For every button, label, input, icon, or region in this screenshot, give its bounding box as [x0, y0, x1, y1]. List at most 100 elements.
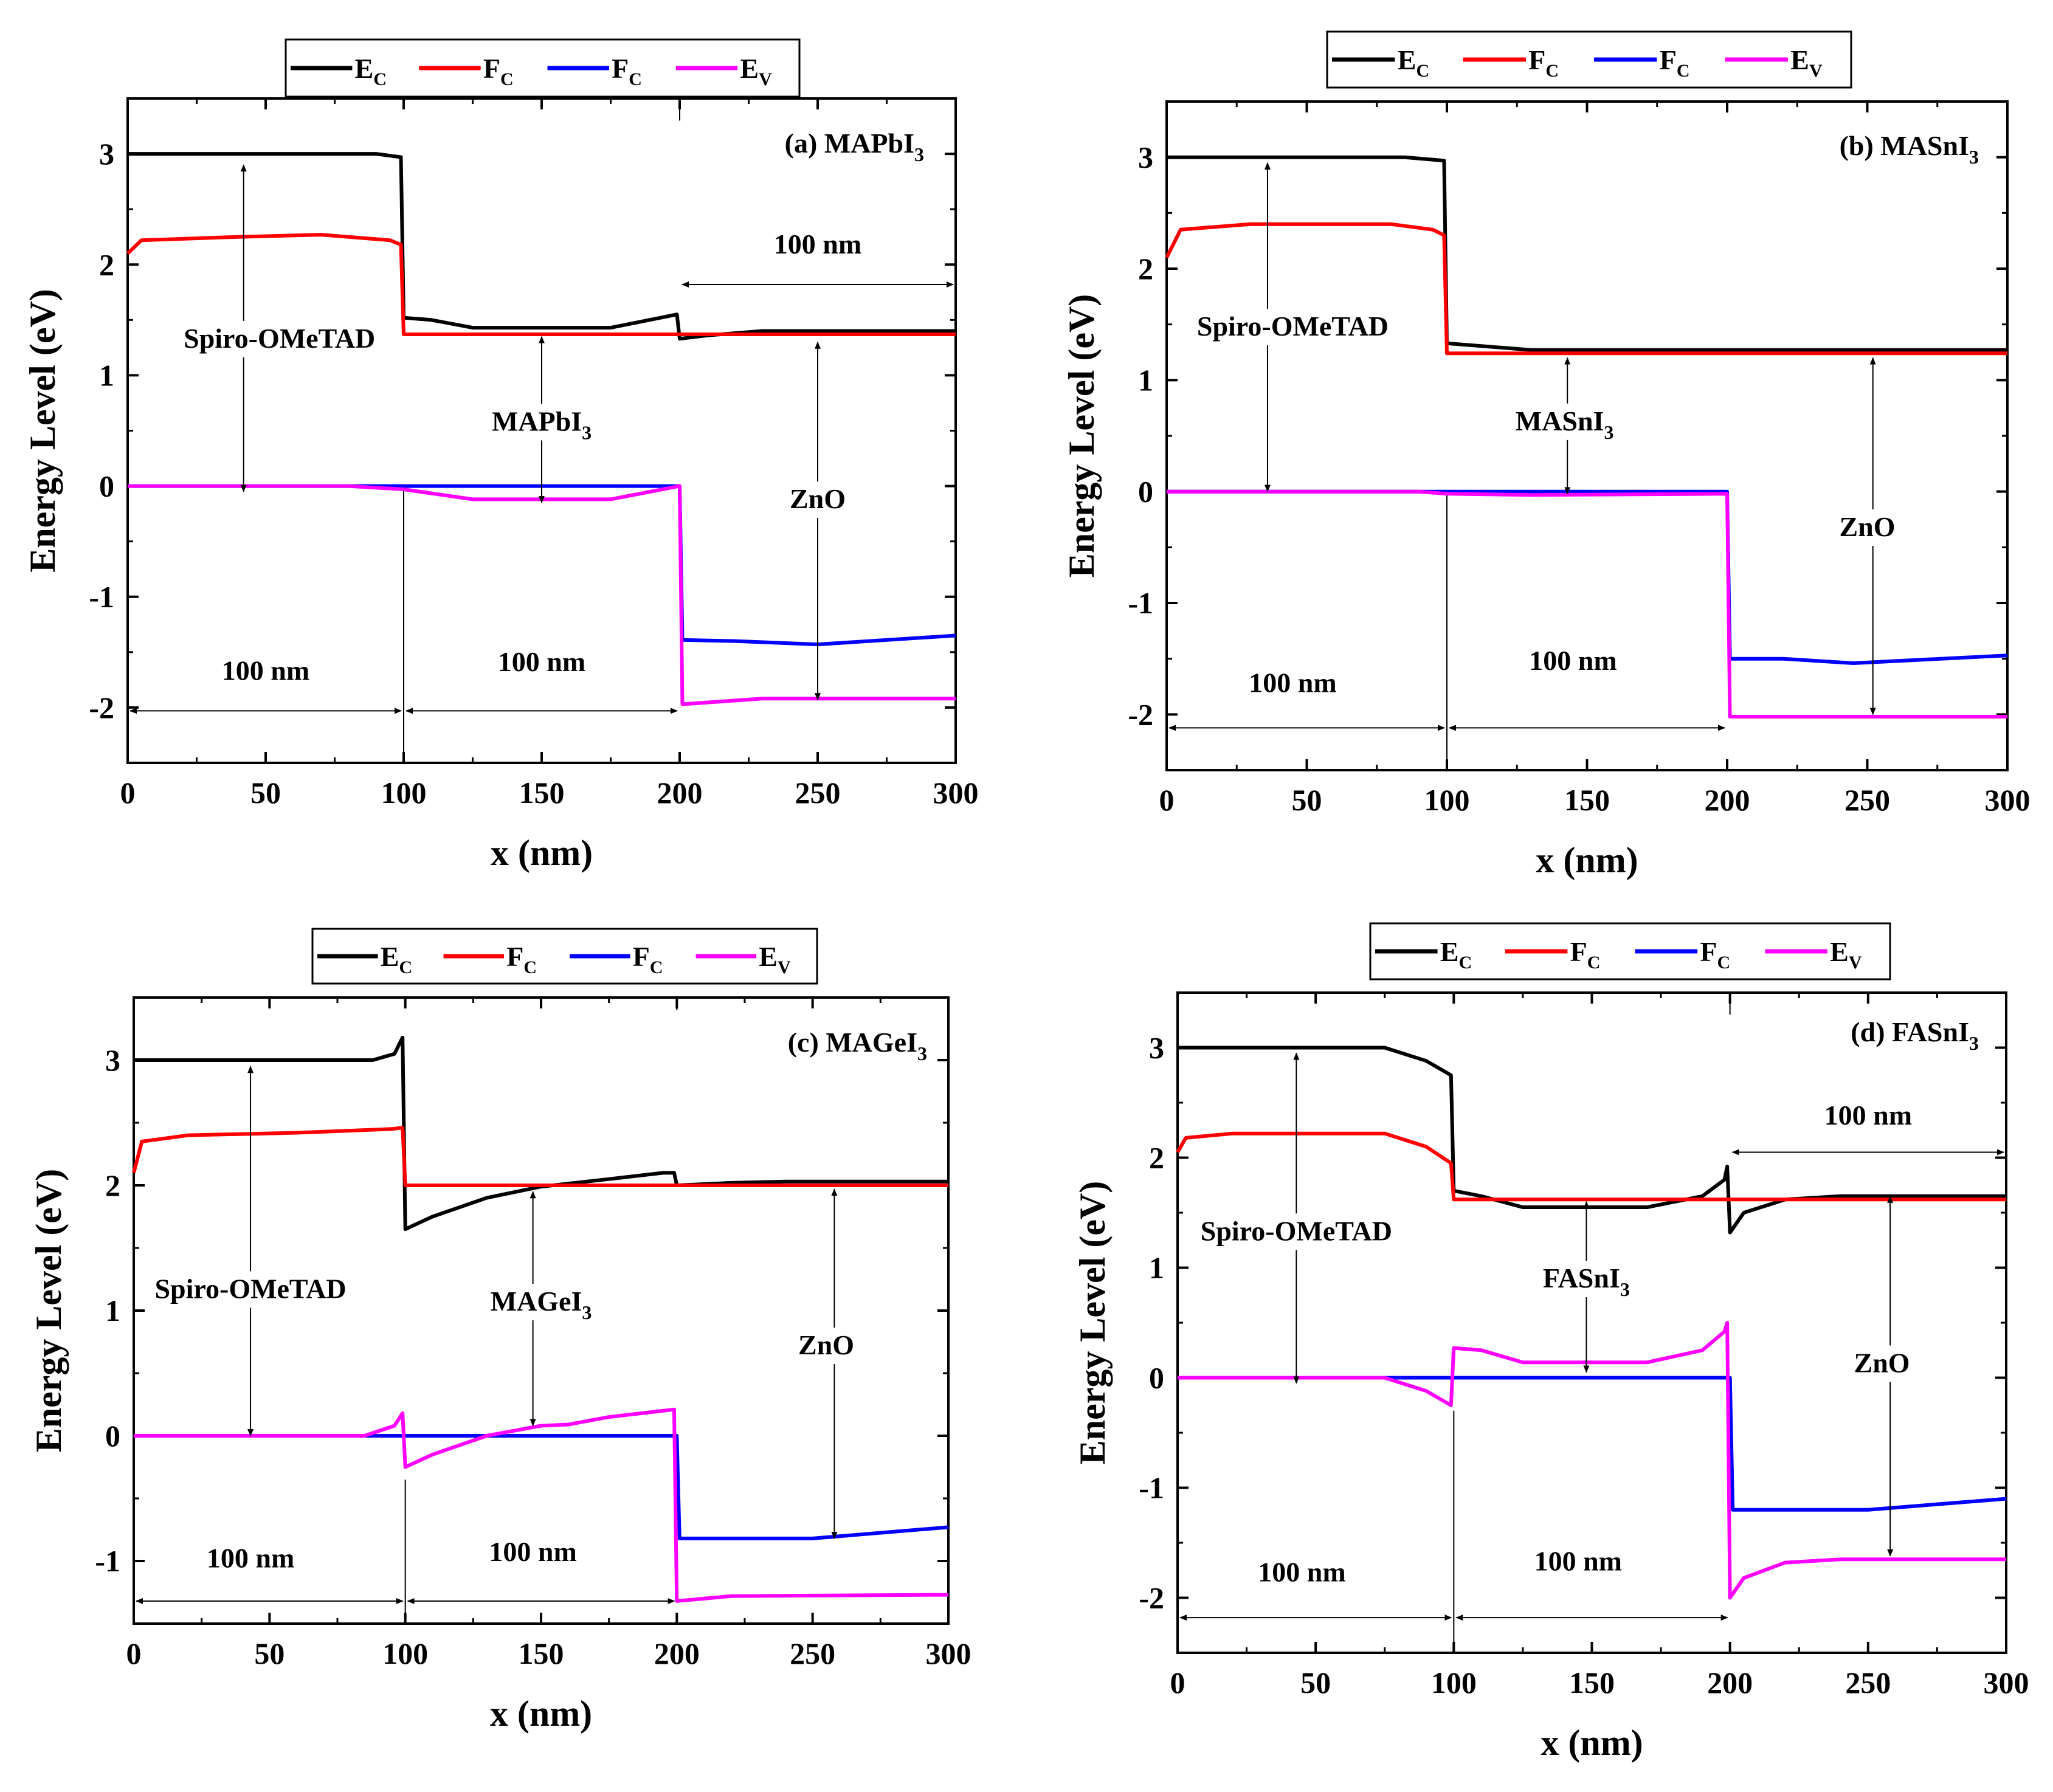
layer-label-main: MASnI	[1516, 405, 1604, 436]
layer-label: ZnO	[798, 1329, 854, 1360]
layer-label-bg	[790, 481, 846, 519]
chart-panel-1: 0 50 100 150 200 250 300 -2 -1 0 1 2 3 x (nm) Energy L…	[1061, 100, 2031, 880]
layer-label-main: Spiro-OMeTAD	[1201, 1215, 1392, 1246]
x-tick-label: 0	[126, 1636, 142, 1670]
panel-label-main: (b) MASnI	[1840, 130, 1969, 161]
x-tick-label: 250	[1844, 783, 1890, 817]
x-tick-label: 150	[519, 776, 565, 810]
legend-label-main: E	[1830, 936, 1849, 967]
layer-label-main: Spiro-OMeTAD	[154, 1273, 346, 1304]
x-tick-label: 150	[1564, 783, 1610, 817]
x-tick-label: 150	[1569, 1666, 1615, 1700]
legend-label-sub: C	[373, 69, 387, 89]
legend-label-main: E	[355, 53, 374, 84]
x-tick-label: 300	[1984, 1666, 2029, 1700]
y-tick-label: 1	[1149, 1251, 1164, 1285]
series-line-3	[1167, 489, 2007, 719]
y-tick-label: -1	[89, 580, 114, 614]
series-line-1	[1176, 1131, 2006, 1202]
legend-label-3: EV	[1790, 44, 1823, 81]
series-line-1	[1165, 222, 2007, 356]
x-axis-title: x (nm)	[491, 833, 593, 873]
legend-label-1: FC	[506, 941, 537, 977]
legend-label-0: EC	[1398, 44, 1429, 81]
legend-label-3: EV	[759, 941, 791, 977]
legend-label-sub: C	[1587, 953, 1601, 973]
y-tick-label: 0	[99, 469, 114, 503]
layer-label: MAPbI3	[492, 406, 592, 444]
legend-label-2: FC	[633, 941, 663, 977]
layer-label-bg	[798, 1328, 854, 1365]
y-tick-label: -2	[1139, 1581, 1164, 1615]
legend-label-2: FC	[1660, 44, 1690, 81]
layer-label-main: Spiro-OMeTAD	[1197, 311, 1389, 342]
x-tick-label: 100	[1431, 1666, 1477, 1700]
x-axis-title: x (nm)	[1541, 1723, 1643, 1763]
y-tick-label: -2	[89, 691, 114, 725]
legend-label-sub: C	[523, 957, 537, 977]
y-tick-label: -1	[1128, 586, 1153, 620]
panel-label: (d) FASnI3	[1851, 1016, 1979, 1054]
series-line-3	[1178, 1321, 2006, 1600]
y-tick-label: 3	[99, 137, 114, 171]
layer-label-bg	[1536, 1261, 1637, 1298]
thickness-label: 100 nm	[498, 646, 585, 677]
layer-label: FASnI3	[1543, 1263, 1630, 1300]
legend-label-main: F	[633, 941, 650, 972]
layer-label-bg	[492, 404, 592, 441]
legend-label-main: E	[381, 941, 399, 972]
legend-label-main: E	[740, 53, 759, 84]
x-tick-label: 0	[1170, 1666, 1185, 1700]
layer-label-bg	[1854, 1345, 1910, 1382]
layer-label-main: ZnO	[1839, 511, 1895, 542]
x-tick-label: 50	[1300, 1666, 1331, 1700]
series-line-2	[128, 484, 956, 647]
layer-label-main: ZnO	[1854, 1347, 1910, 1378]
x-tick-label: 250	[1845, 1666, 1891, 1700]
thickness-label: 100 nm	[1534, 1545, 1622, 1576]
y-axis-title: Energy Level (eV)	[29, 1169, 69, 1453]
layer-label-main: MAPbI	[492, 406, 582, 437]
legend-0: EC FC FC EV	[285, 38, 801, 98]
layer-label-bg	[1514, 403, 1615, 440]
x-tick-label: 300	[926, 1636, 971, 1670]
y-tick-label: -1	[95, 1544, 120, 1578]
y-tick-label: 2	[105, 1168, 120, 1202]
legend-2: EC FC FC EV	[311, 928, 818, 985]
legend-label-sub: C	[1459, 953, 1472, 973]
x-tick-label: 0	[120, 776, 136, 810]
legend-label-sub: V	[1849, 953, 1862, 973]
panel-label-main: (d) FASnI	[1851, 1016, 1969, 1047]
legend-label-1: FC	[1528, 44, 1559, 81]
series-line-2	[1178, 1376, 2007, 1512]
panel-label-sub: 3	[914, 143, 924, 165]
layer-label-main: FASnI	[1543, 1263, 1620, 1294]
x-tick-label: 100	[382, 1636, 428, 1670]
layer-label: Spiro-OMeTAD	[154, 1273, 346, 1304]
legend-label-main: F	[1528, 44, 1545, 75]
x-tick-label: 200	[1707, 1666, 1753, 1700]
x-axis-title: x (nm)	[490, 1694, 592, 1734]
legend-label-main: E	[1440, 936, 1459, 967]
panel-label-main: (a) MAPbI	[785, 128, 914, 159]
thickness-label: 100 nm	[1529, 645, 1617, 676]
layer-label-sub: 3	[1620, 1278, 1630, 1300]
layer-label-main: ZnO	[790, 483, 846, 514]
legend-label-sub: C	[500, 69, 514, 89]
y-axis-title: Energy Level (eV)	[22, 289, 63, 573]
series-line-3	[128, 484, 956, 706]
legend-label-main: E	[759, 941, 778, 972]
y-tick-label: 0	[105, 1419, 120, 1453]
panel-label-sub: 3	[1969, 146, 1979, 168]
y-tick-label: 2	[1138, 252, 1153, 286]
legend-label-1: FC	[1570, 936, 1601, 973]
layer-label: Spiro-OMeTAD	[184, 323, 375, 354]
thickness-label: 100 nm	[222, 655, 309, 686]
layer-label-sub: 3	[582, 422, 592, 444]
chart-panel-0: 0 50 100 150 200 250 300 -2 -1 0 1 2 3 x (nm) Energy L…	[22, 97, 979, 873]
x-tick-label: 300	[933, 776, 979, 810]
legend-label-main: E	[1398, 44, 1416, 75]
x-tick-label: 50	[250, 776, 281, 810]
legend-label-sub: C	[399, 957, 412, 977]
panel-label: (a) MAPbI3	[785, 128, 924, 165]
